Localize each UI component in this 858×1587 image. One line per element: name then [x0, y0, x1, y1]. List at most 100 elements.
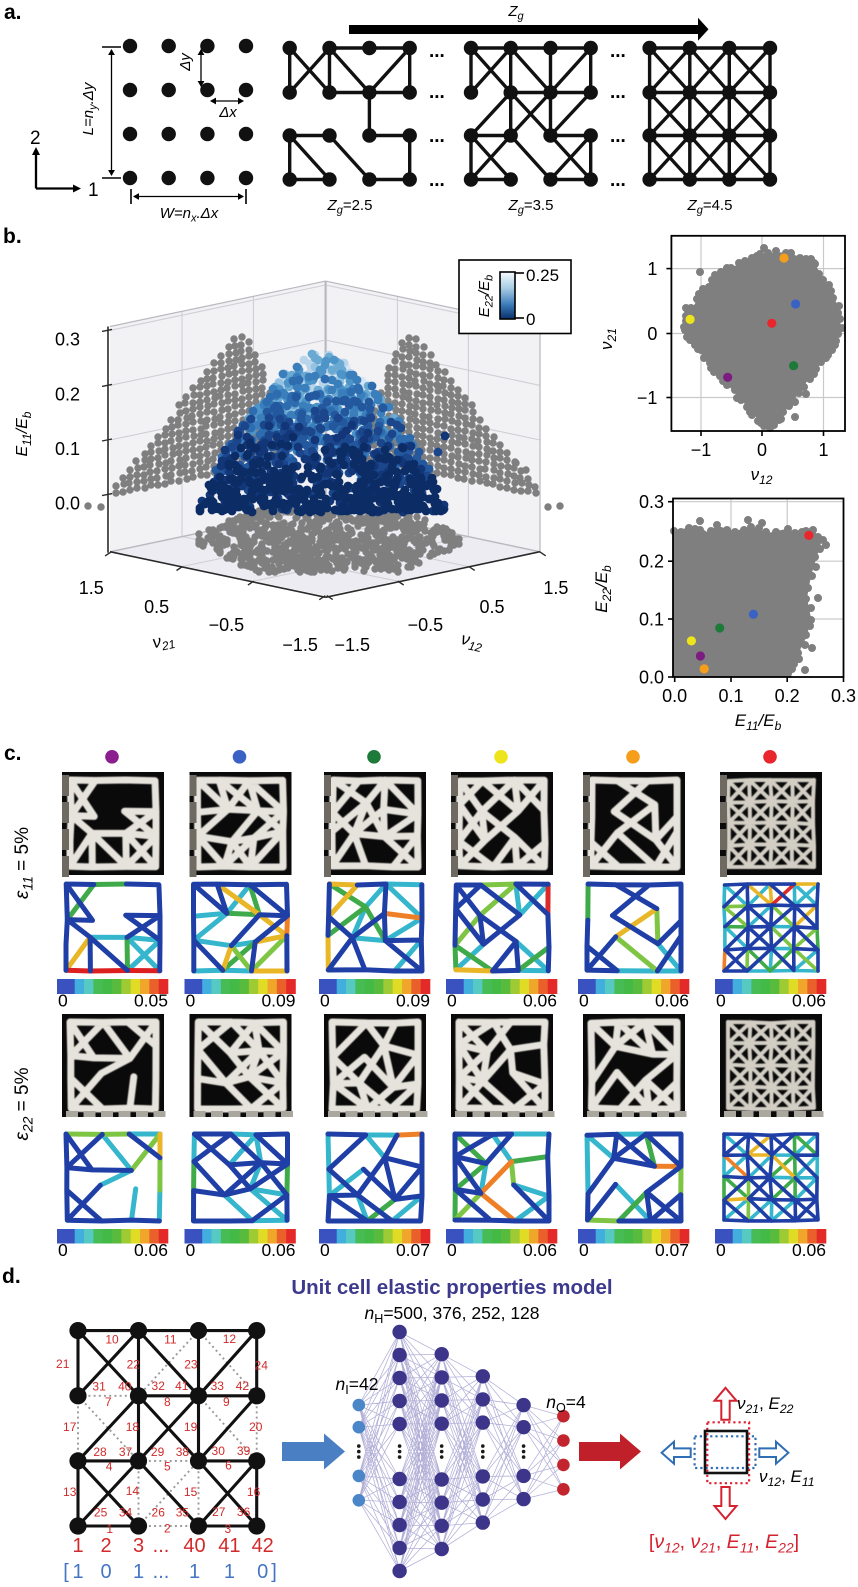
svg-text:0.0: 0.0 [55, 494, 80, 514]
svg-text:3: 3 [225, 1522, 232, 1536]
svg-text:0.0: 0.0 [662, 686, 687, 706]
svg-text:−0.5: −0.5 [209, 615, 245, 635]
svg-text:[: [ [63, 1561, 69, 1583]
svg-text:12: 12 [223, 1332, 237, 1346]
svg-text:nI=42: nI=42 [336, 1374, 379, 1397]
svg-text:0: 0 [526, 310, 535, 329]
svg-text:...: ... [610, 126, 626, 147]
svg-text:1.5: 1.5 [543, 578, 568, 598]
svg-text:−0.5: −0.5 [408, 615, 444, 635]
svg-text:0.5: 0.5 [144, 597, 169, 617]
svg-text:Δy: Δy [177, 52, 194, 72]
svg-text:0.1: 0.1 [718, 686, 743, 706]
svg-text:0.07: 0.07 [655, 1240, 689, 1260]
svg-text:0.25: 0.25 [526, 266, 559, 285]
svg-text:0.09: 0.09 [261, 991, 295, 1011]
svg-text:L=ny.Δy: L=ny.Δy [80, 81, 100, 135]
svg-text:40: 40 [183, 1535, 205, 1557]
svg-text:14: 14 [126, 1484, 140, 1498]
svg-text:27: 27 [212, 1505, 226, 1519]
svg-text:1: 1 [647, 259, 657, 279]
svg-text:−1: −1 [691, 440, 712, 460]
svg-text:ν12, E11: ν12, E11 [759, 1467, 815, 1489]
svg-text:1: 1 [818, 440, 828, 460]
svg-text:0.2: 0.2 [55, 384, 80, 404]
svg-text:42: 42 [252, 1535, 274, 1557]
svg-text:nO=4: nO=4 [546, 1392, 586, 1415]
svg-text:0: 0 [186, 1240, 196, 1260]
svg-text:0.06: 0.06 [655, 991, 689, 1011]
svg-text:0.09: 0.09 [396, 991, 430, 1011]
svg-text:nH=500, 376, 252, 128: nH=500, 376, 252, 128 [364, 1303, 539, 1326]
svg-text:Δx: Δx [218, 104, 237, 121]
svg-text:26: 26 [152, 1505, 166, 1519]
svg-text:10: 10 [105, 1333, 119, 1347]
svg-text:[ν12, ν21, E11, E22]: [ν12, ν21, E11, E22] [649, 1531, 799, 1556]
svg-text:0: 0 [579, 991, 589, 1011]
svg-text:0.0: 0.0 [639, 668, 664, 688]
svg-text:0.07: 0.07 [396, 1240, 430, 1260]
svg-text:0: 0 [757, 440, 767, 460]
svg-text:8: 8 [164, 1395, 171, 1409]
svg-text:0.2: 0.2 [639, 552, 664, 572]
svg-text:41: 41 [218, 1535, 240, 1557]
svg-text:22: 22 [127, 1358, 141, 1372]
svg-text:Zg=2.5: Zg=2.5 [327, 197, 373, 217]
svg-text:−1.5: −1.5 [282, 635, 318, 655]
svg-text:30: 30 [212, 1444, 226, 1458]
svg-text:42: 42 [236, 1379, 250, 1393]
svg-text:1: 1 [189, 1561, 200, 1583]
svg-text:...: ... [610, 82, 626, 103]
svg-text:0.5: 0.5 [479, 597, 504, 617]
svg-text:1: 1 [88, 180, 99, 201]
svg-text:2: 2 [164, 1522, 171, 1536]
svg-text:Zg=4.5: Zg=4.5 [687, 197, 733, 217]
svg-text:38: 38 [176, 1445, 190, 1459]
svg-text:0: 0 [447, 1240, 457, 1260]
svg-text:1.5: 1.5 [79, 578, 104, 598]
svg-text:0: 0 [716, 1240, 726, 1260]
svg-text:15: 15 [184, 1485, 198, 1499]
svg-text:0: 0 [716, 991, 726, 1011]
svg-text:36: 36 [237, 1505, 251, 1519]
svg-text:Zg=3.5: Zg=3.5 [508, 197, 554, 217]
svg-text:40: 40 [118, 1380, 132, 1394]
svg-text:16: 16 [247, 1485, 261, 1499]
svg-text:0.06: 0.06 [523, 1240, 557, 1260]
svg-text:13: 13 [63, 1485, 77, 1499]
svg-text:0.06: 0.06 [792, 991, 826, 1011]
svg-text:...: ... [610, 41, 626, 62]
svg-text:0.06: 0.06 [134, 1240, 168, 1260]
svg-text:E22/Eb: E22/Eb [592, 565, 614, 613]
svg-text:2: 2 [100, 1535, 111, 1557]
svg-text:1: 1 [72, 1535, 83, 1557]
svg-text:1: 1 [133, 1561, 144, 1583]
svg-text:37: 37 [119, 1445, 133, 1459]
svg-text:4: 4 [106, 1459, 113, 1473]
svg-text:]: ] [271, 1561, 277, 1583]
svg-text:...: ... [429, 126, 445, 147]
svg-text:0.05: 0.05 [134, 991, 168, 1011]
svg-text:0.06: 0.06 [523, 991, 557, 1011]
svg-text:0: 0 [100, 1561, 111, 1583]
svg-text:0: 0 [58, 991, 68, 1011]
svg-text:−1.5: −1.5 [335, 635, 371, 655]
svg-text:1: 1 [106, 1522, 113, 1536]
svg-text:0: 0 [647, 324, 657, 344]
svg-text:19: 19 [184, 1420, 198, 1434]
svg-text:9: 9 [223, 1395, 230, 1409]
svg-text:39: 39 [237, 1444, 251, 1458]
svg-text:E22/Eb: E22/Eb [476, 275, 496, 318]
svg-text:41: 41 [175, 1379, 189, 1393]
svg-text:25: 25 [94, 1505, 108, 1519]
svg-text:...: ... [429, 41, 445, 62]
svg-text:d.: d. [2, 1265, 21, 1288]
svg-text:1: 1 [72, 1561, 83, 1583]
svg-text:0.3: 0.3 [639, 492, 664, 512]
svg-text:b.: b. [3, 225, 22, 248]
svg-text:34: 34 [119, 1505, 133, 1519]
svg-text:0: 0 [58, 1240, 68, 1260]
svg-text:a.: a. [4, 1, 22, 24]
svg-text:...: ... [610, 170, 626, 191]
svg-text:7: 7 [105, 1395, 112, 1409]
